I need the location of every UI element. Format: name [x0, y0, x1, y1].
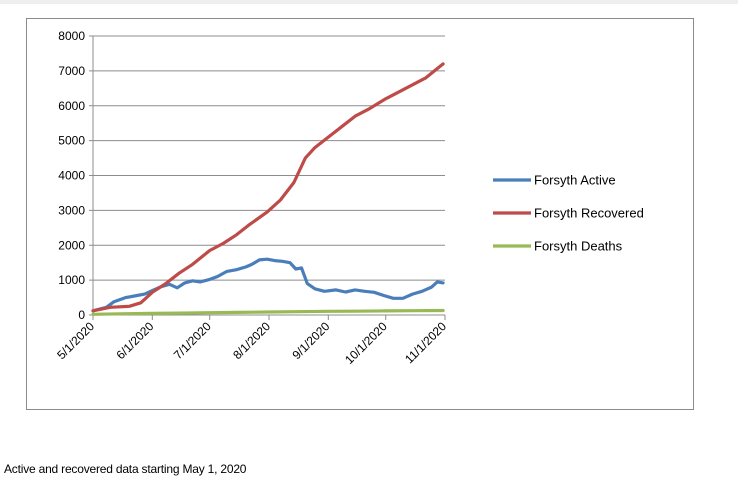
legend-label: Forsyth Deaths: [534, 239, 623, 254]
chart-frame: 0 1000 2000 3000 4000 5000 6000 7000 8000 5/1/202…: [26, 18, 694, 410]
x-tick-label: 5/1/2020: [54, 319, 97, 362]
series-line-forsyth-deaths: [91, 308, 445, 316]
x-tick-label: 7/1/2020: [171, 319, 214, 362]
x-tick-label: 10/1/2020: [342, 319, 390, 367]
y-tick-label: 3000: [58, 203, 85, 217]
y-tick-label: 2000: [58, 238, 85, 252]
y-tick-label: 7000: [58, 64, 85, 78]
legend-label: Forsyth Recovered: [534, 206, 644, 221]
top-divider: [0, 0, 738, 4]
legend-label: Forsyth Active: [534, 173, 616, 188]
y-tick-label: 8000: [58, 29, 85, 43]
y-tick-label: 0: [78, 308, 85, 322]
line-chart: 0 1000 2000 3000 4000 5000 6000 7000 8000 5/1/202…: [54, 29, 644, 367]
series-line-forsyth-active: [91, 257, 445, 313]
y-tick-label: 5000: [58, 134, 85, 148]
x-tick-label: 11/1/2020: [402, 319, 449, 366]
x-tick-label: 6/1/2020: [113, 319, 156, 362]
y-tick-label: 6000: [58, 99, 85, 113]
y-tick-label: 1000: [58, 273, 85, 287]
y-tick-label: 4000: [58, 169, 85, 183]
x-tick-label: 8/1/2020: [230, 319, 273, 362]
series-line-forsyth-recovered: [91, 62, 445, 313]
chart-caption: Active and recovered data starting May 1…: [4, 462, 247, 476]
x-tick-label: 9/1/2020: [289, 319, 332, 362]
